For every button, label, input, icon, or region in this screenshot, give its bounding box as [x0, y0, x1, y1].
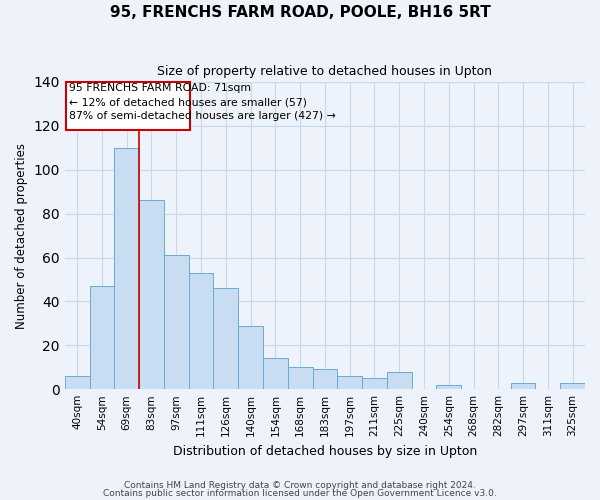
Bar	[313, 370, 337, 389]
Bar	[115, 148, 139, 389]
Bar	[337, 376, 362, 389]
Bar	[139, 200, 164, 389]
Bar	[387, 372, 412, 389]
Bar	[238, 326, 263, 389]
X-axis label: Distribution of detached houses by size in Upton: Distribution of detached houses by size …	[173, 444, 477, 458]
Text: 95, FRENCHS FARM ROAD, POOLE, BH16 5RT: 95, FRENCHS FARM ROAD, POOLE, BH16 5RT	[110, 5, 490, 20]
Bar	[511, 382, 535, 389]
Bar	[263, 358, 288, 389]
FancyBboxPatch shape	[66, 82, 190, 130]
Bar	[288, 367, 313, 389]
Text: Contains HM Land Registry data © Crown copyright and database right 2024.: Contains HM Land Registry data © Crown c…	[124, 480, 476, 490]
Title: Size of property relative to detached houses in Upton: Size of property relative to detached ho…	[157, 65, 493, 78]
Bar	[362, 378, 387, 389]
Bar	[214, 288, 238, 389]
Text: Contains public sector information licensed under the Open Government Licence v3: Contains public sector information licen…	[103, 489, 497, 498]
Bar	[65, 376, 89, 389]
Bar	[89, 286, 115, 389]
Bar	[188, 273, 214, 389]
Bar	[560, 382, 585, 389]
Bar	[436, 385, 461, 389]
Text: 95 FRENCHS FARM ROAD: 71sqm
← 12% of detached houses are smaller (57)
87% of sem: 95 FRENCHS FARM ROAD: 71sqm ← 12% of det…	[68, 83, 335, 121]
Bar	[164, 256, 188, 389]
Y-axis label: Number of detached properties: Number of detached properties	[15, 142, 28, 328]
